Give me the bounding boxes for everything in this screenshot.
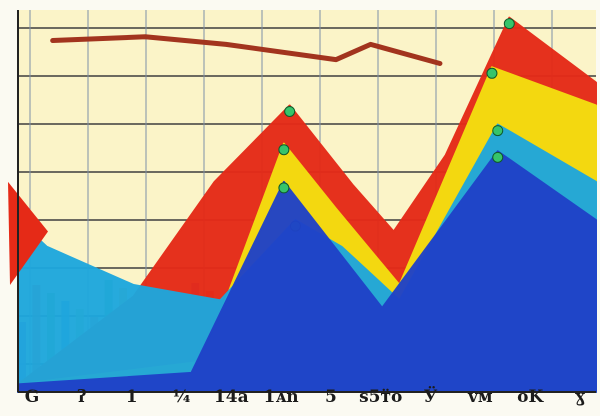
top-line: [50, 34, 443, 66]
peak-marker: [278, 144, 290, 156]
x-tick-label: 14a: [214, 387, 249, 407]
x-tick-label: ¼: [173, 387, 191, 407]
area-series-3: [17, 150, 597, 393]
top-line-series: [50, 34, 443, 66]
x-tick-label: ᴏK: [517, 387, 544, 407]
peak-marker: [492, 151, 504, 163]
x-tick-label: Ӱ: [424, 386, 438, 407]
x-tick-label: ᴠᴍ: [467, 387, 493, 407]
x-tick-label: ɣ: [575, 387, 585, 407]
x-tick-label: ѕ5ᴛ̈ᴏ: [359, 387, 402, 407]
area-series: [8, 16, 597, 393]
x-tick-label: 1ᴀn: [264, 387, 299, 407]
x-tick-label: 5: [325, 387, 337, 407]
peak-marker: [486, 67, 498, 79]
peak-marker: [492, 125, 504, 137]
x-tick-label: G: [25, 387, 40, 407]
peak-marker: [503, 18, 515, 30]
x-tick-label: 1: [126, 387, 138, 407]
peak-marker: [278, 182, 290, 194]
x-tick-label: ʔ: [77, 387, 86, 407]
axes: [17, 10, 596, 393]
peak-marker: [284, 106, 296, 117]
